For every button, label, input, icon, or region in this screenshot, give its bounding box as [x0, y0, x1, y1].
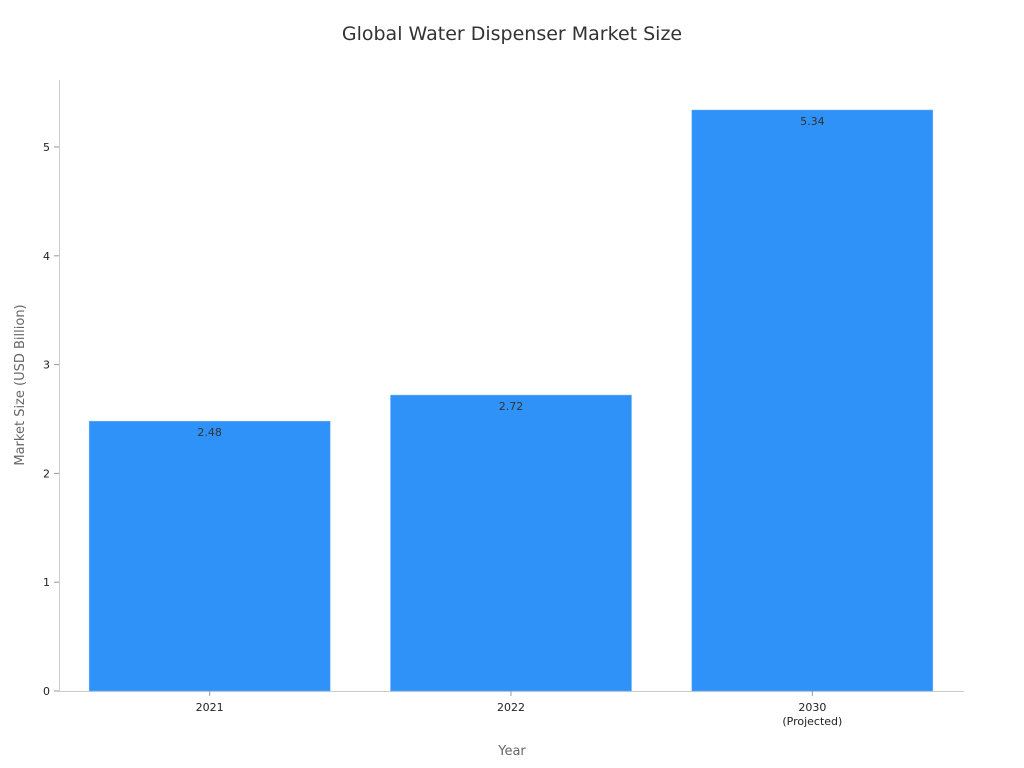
y-tick-label: 4	[43, 250, 50, 263]
bar-2022	[390, 394, 632, 692]
x-tick-label: 2022	[497, 701, 525, 714]
y-tick-label: 3	[43, 359, 50, 372]
x-axis-label: Year	[497, 744, 526, 759]
x-tick-label: 2030	[798, 701, 826, 714]
x-tick-label: (Projected)	[782, 715, 842, 728]
y-tick-label: 0	[43, 685, 50, 698]
y-axis-label: Market Size (USD Billion)	[13, 304, 28, 465]
x-tick-label: 2021	[196, 701, 224, 714]
data-label: 2.72	[499, 400, 524, 413]
data-label: 5.34	[800, 115, 825, 128]
y-tick-label: 5	[43, 141, 50, 154]
y-tick-label: 1	[43, 576, 50, 589]
y-tick-label: 2	[43, 467, 50, 480]
data-label: 2.48	[197, 426, 222, 439]
bar-2021	[88, 420, 331, 692]
bar-2030	[691, 109, 934, 692]
chart-title: Global Water Dispenser Market Size	[342, 23, 682, 45]
